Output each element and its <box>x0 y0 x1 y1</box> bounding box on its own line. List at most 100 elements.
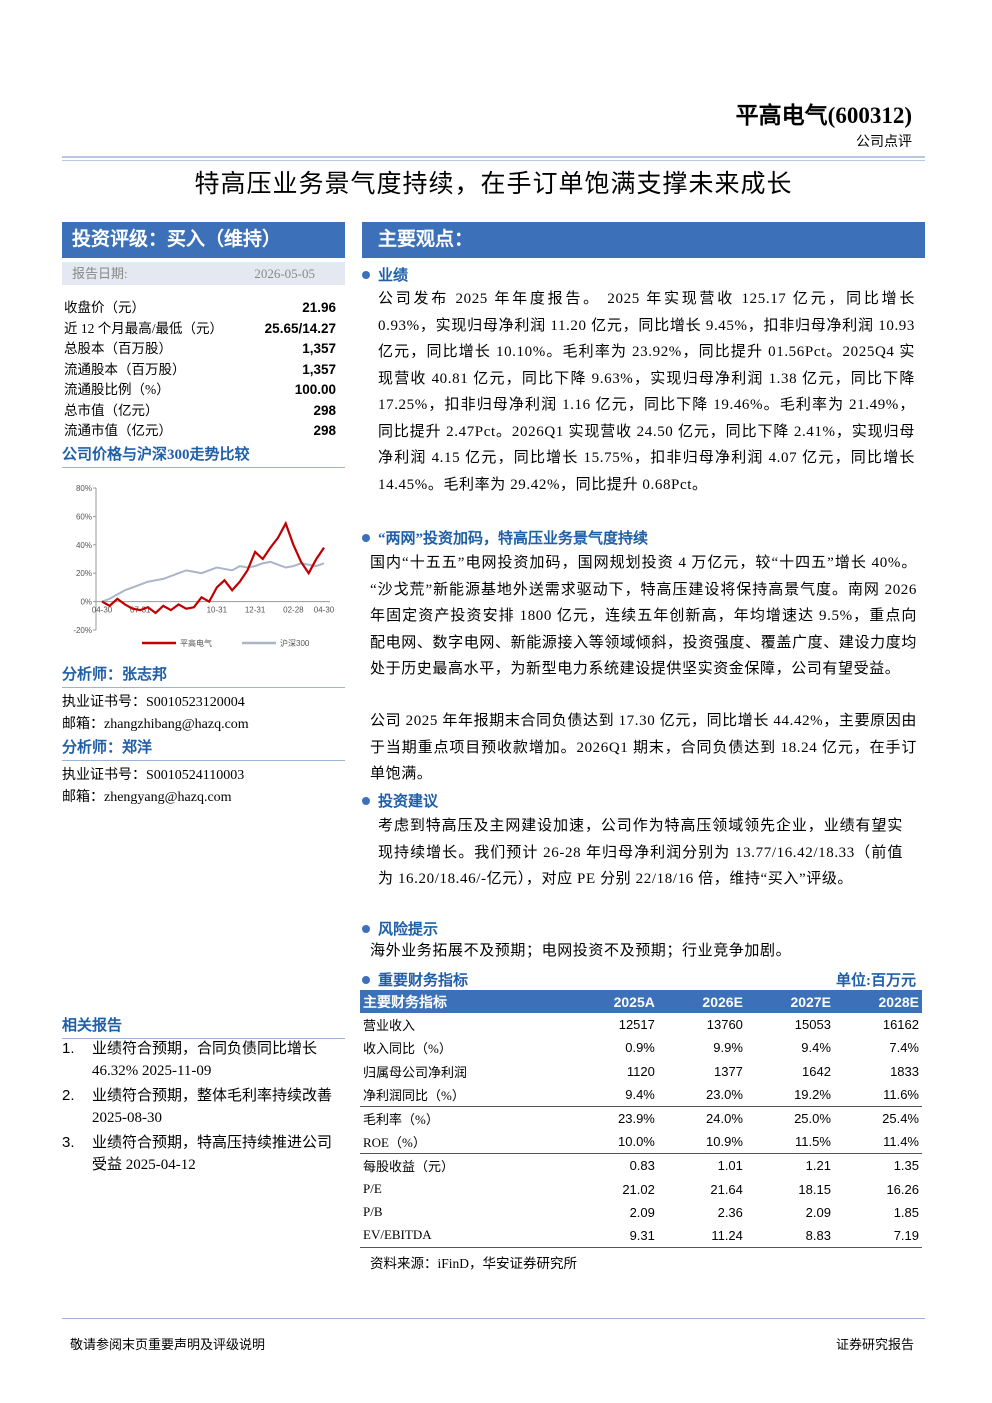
y-tick-label: 40% <box>76 541 92 550</box>
table-cell: 11.5% <box>745 1130 834 1155</box>
y-tick-label: 20% <box>76 569 92 578</box>
info-label: 总股本（百万股） <box>64 341 172 356</box>
table-cell: 2.09 <box>805 1204 831 1220</box>
table-cell: 1.35 <box>893 1158 919 1174</box>
y-tick-label: -20% <box>73 626 92 635</box>
table-cell: 10.0% <box>568 1130 658 1155</box>
table-cell: 21.02 <box>622 1181 655 1197</box>
analysts: 分析师：张志邦 执业证书号：S0010523120004 邮箱：zhangzhiba… <box>62 663 345 809</box>
section-heading: “两网”投资加码，特高压业务景气度持续 <box>362 527 648 548</box>
related-item: 3. 业绩符合预期，特高压持续推进公司受益 2025-04-12 <box>62 1132 345 1176</box>
info-value: 1,357 <box>302 341 336 356</box>
table-row: EV/EBITDA 9.31 11.24 8.83 7.19 <box>360 1223 922 1249</box>
footer-rule <box>62 1318 925 1319</box>
info-value: 21.96 <box>302 300 336 315</box>
table-cell: P/B <box>363 1204 383 1220</box>
legend-label: 沪深300 <box>280 638 310 648</box>
table-cell: 18.15 <box>798 1181 831 1197</box>
header-row: 主要财务指标 2025A 2026E 2027E 2028E <box>360 990 922 1014</box>
table-cell: 7.4% <box>889 1040 919 1056</box>
table-cell: 8.83 <box>745 1223 834 1249</box>
table-cell: 1.85 <box>893 1204 919 1220</box>
table-cell: 1.21 <box>805 1158 831 1174</box>
info-value: 100.00 <box>294 382 336 397</box>
table-cell: 营业收入 <box>363 1018 416 1034</box>
paragraph: 国内“十五五”电网投资加码，国网规划投资 4 万亿元，较“十四五”增长 40%。… <box>370 555 917 677</box>
y-tick-label: 80% <box>76 484 92 493</box>
title: 特高压业务景气度持续，在手订单饱满支撑未来成长 <box>194 171 793 198</box>
table-row: 每股收益（元） 0.83 1.01 1.21 1.35 <box>360 1154 922 1178</box>
paragraph: 公司 2025 年年报期末合同负债达到 17.30 亿元，同比增长 44.42%… <box>370 713 917 782</box>
table-row: 毛利率（%） 23.9% 24.0% 25.0% 25.4% <box>360 1106 922 1130</box>
info-row: 流通市值（亿元） 298 <box>64 421 336 442</box>
related-item: 1. 业绩符合预期，合同负债同比增长 46.32% 2025-11-09 <box>62 1038 345 1082</box>
date-label: 报告日期: <box>72 266 128 281</box>
info-row: 近 12 个月最高/最低（元） 25.65/14.27 <box>64 319 336 340</box>
table-cell: 23.9% <box>618 1111 655 1127</box>
source: 资料来源：iFinD，华安证券研究所 <box>370 1256 578 1271</box>
header-cell: 2028E <box>833 990 922 1014</box>
table-cell: 19.2% <box>745 1082 834 1107</box>
paragraph: 海外业务拓展不及预期；电网投资不及预期；行业竞争加剧。 <box>370 943 792 959</box>
table-cell: 10.9% <box>657 1130 746 1155</box>
legend-label: 平高电气 <box>180 638 212 648</box>
table-row: 净利润同比（%） 9.4% 23.0% 19.2% 11.6% <box>360 1082 922 1107</box>
table-cell: 13760 <box>706 1017 743 1033</box>
table-cell: 11.6% <box>833 1082 922 1107</box>
date: 2026-05-05 <box>254 266 315 281</box>
table-cell: 12517 <box>618 1017 655 1033</box>
analyst-name: 分析师：郑洋 <box>62 736 345 761</box>
rating: 投资评级：买入（维持） <box>62 222 345 258</box>
analyst-email: 邮箱：zhangzhibang@hazq.com <box>62 717 249 732</box>
table-row: 收入同比（%） 0.9% 9.9% 9.4% 7.4% <box>360 1036 922 1059</box>
related-item: 2. 业绩符合预期，整体毛利率持续改善 2025-08-30 <box>62 1085 345 1129</box>
chart-heading: 公司价格与沪深300走势比较 <box>62 443 345 468</box>
table-cell: 毛利率（%） <box>363 1112 439 1128</box>
section-heading: 投资建议 <box>362 790 438 811</box>
table-cell: 16162 <box>882 1017 919 1033</box>
info-label: 流通市值（亿元） <box>64 423 172 438</box>
info-label: 流通股比例（%） <box>64 382 170 397</box>
header-cell: 2025A <box>568 990 658 1014</box>
analyst-email: 邮箱：zhengyang@hazq.com <box>62 790 232 805</box>
table-cell: 2.09 <box>629 1204 655 1220</box>
series-line <box>101 560 325 603</box>
table-cell: EV/EBITDA <box>360 1223 569 1249</box>
table-cell: 1120 <box>626 1063 655 1079</box>
table-cell: 24.0% <box>706 1111 743 1127</box>
header-cell: 主要财务指标 <box>360 990 569 1014</box>
related-num: 2. <box>62 1087 75 1104</box>
x-tick-label: 04-30 <box>314 606 335 615</box>
table-unit: 单位:百万元 <box>836 973 916 989</box>
x-tick-label: 02-28 <box>283 606 304 615</box>
info-value: 298 <box>313 423 336 438</box>
table-cell: 1.01 <box>717 1158 743 1174</box>
table-cell: 9.4% <box>568 1082 658 1107</box>
table-cell: 1642 <box>802 1063 831 1079</box>
info-row: 收盘价（元） 21.96 <box>64 298 336 319</box>
paragraph: 公司发布 2025 年年度报告。 2025 年实现营收 125.17 亿元，同比… <box>378 291 915 493</box>
info-value: 1,357 <box>302 361 336 377</box>
info-row: 流通股比例（%） 100.00 <box>64 380 336 401</box>
series-line <box>101 520 325 615</box>
table-row: P/B 2.09 2.36 2.09 1.85 <box>360 1201 922 1224</box>
analyst-cert: 执业证书号：S0010523120004 <box>62 695 245 710</box>
rule <box>62 156 925 161</box>
date-row: 报告日期: 2026-05-05 <box>62 262 345 285</box>
section-heading: 业绩 <box>362 264 408 285</box>
table-cell: 1833 <box>890 1063 919 1079</box>
analyst-cert: 执业证书号：S0010524110003 <box>62 768 245 783</box>
info-row: 总市值（亿元） 298 <box>64 401 336 422</box>
info-row: 流通股本（百万股） 1,357 <box>64 360 336 381</box>
info-label: 总市值（亿元） <box>64 402 159 418</box>
info-label: 收盘价（元） <box>64 300 145 315</box>
header-cell: 2027E <box>745 990 834 1014</box>
table-cell: 9.9% <box>713 1040 743 1056</box>
price-chart: -20%0%20%40%60%80%04-30 07-31 10-31 12-31 02… <box>73 484 335 648</box>
related-num: 3. <box>62 1134 75 1151</box>
x-tick-label: 04-30 <box>92 606 113 615</box>
table-head: 主要财务指标 2025A 2026E 2027E 2028E <box>360 990 922 1014</box>
table-cell: 21.64 <box>710 1181 743 1197</box>
table-cell: 23.0% <box>657 1082 746 1107</box>
